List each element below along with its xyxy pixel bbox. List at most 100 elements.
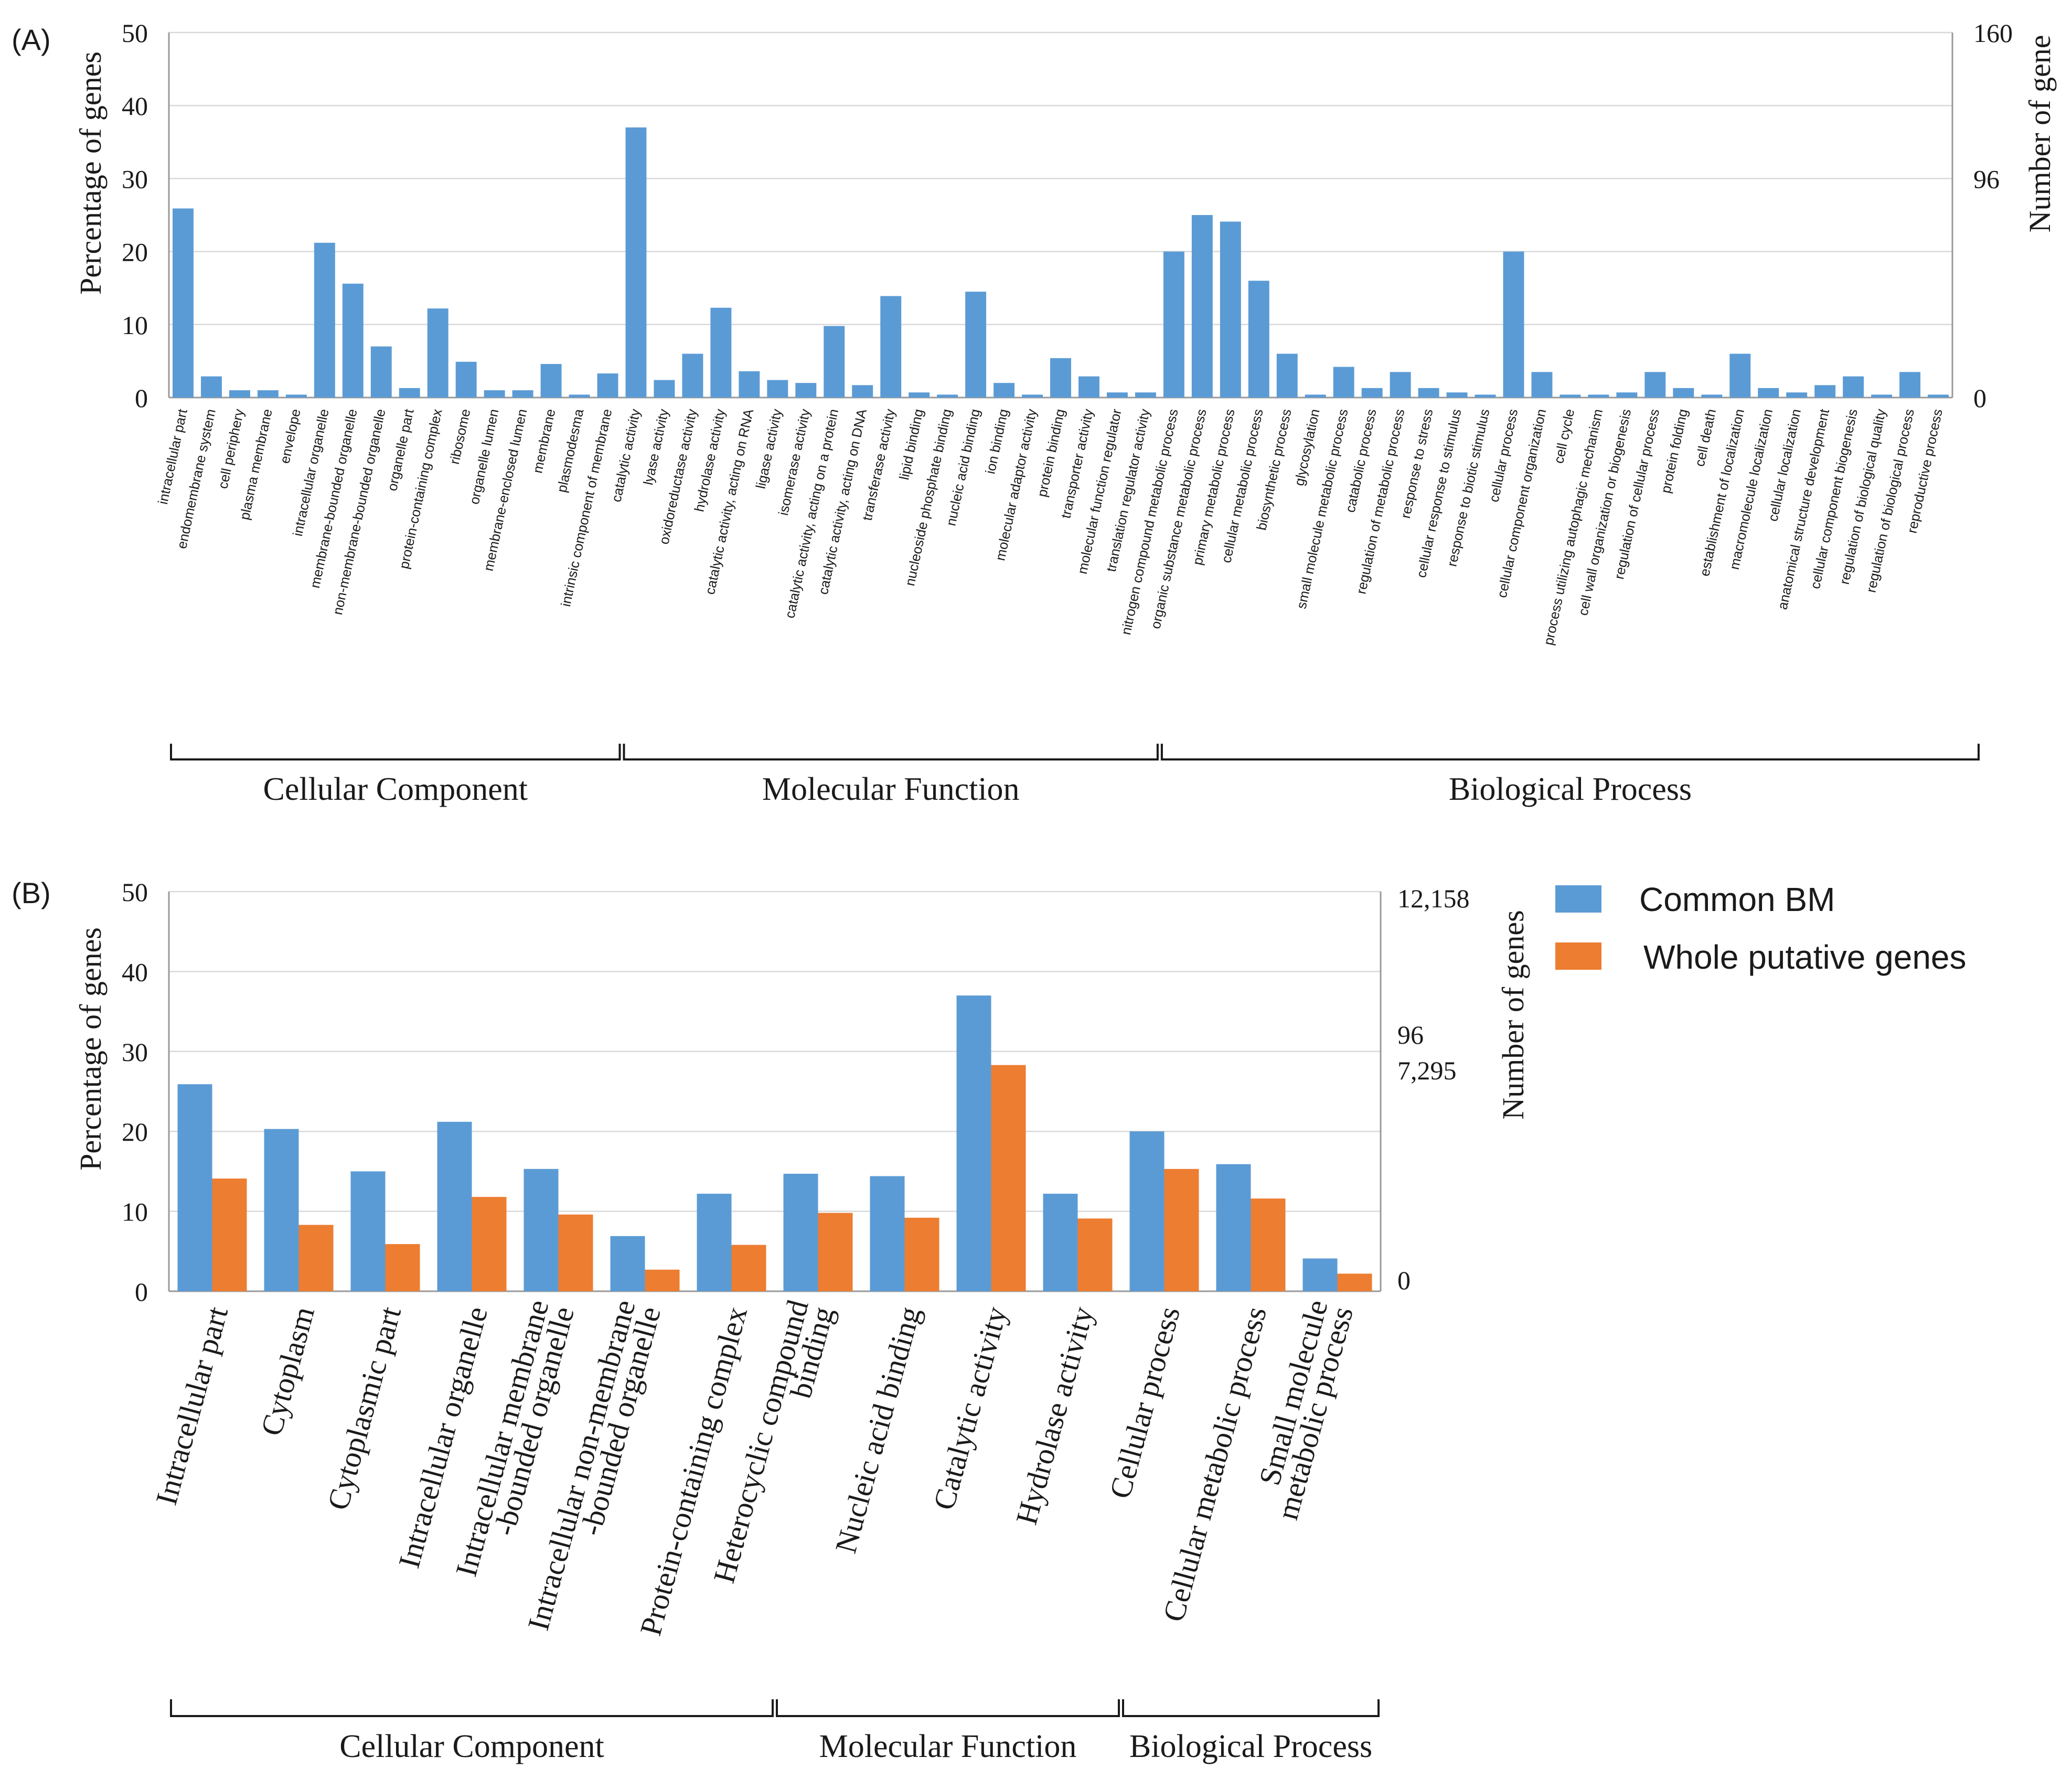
right-tick-label: 0 [1397, 1266, 1411, 1295]
bar [1333, 367, 1354, 398]
category-label-text: Catalytic activity [926, 1303, 1013, 1514]
legend-swatch-common-bm [1555, 885, 1601, 913]
bar-common-bm [524, 1169, 559, 1291]
bar [654, 380, 675, 398]
category-label: glycosylation [1291, 408, 1322, 487]
panel-a-right-tick-labels: 160 96 0 [1973, 18, 2013, 413]
bar [710, 307, 732, 398]
legend-swatch-whole-putative-genes [1555, 942, 1601, 970]
bar [370, 346, 392, 398]
category-label-text: Cellular process [1103, 1303, 1187, 1502]
panel-a: (A) 50 40 30 20 10 0 160 96 0 intracellular par… [12, 18, 2057, 807]
bar-whole-putative-genes [645, 1269, 680, 1291]
panel-a-left-axis-title: Percentage of genes [73, 51, 108, 295]
bar [1446, 392, 1468, 398]
right-tick-label: 160 [1973, 18, 2013, 48]
category-label-text: Cytoplasmic part [321, 1303, 408, 1514]
bar-common-bm [1216, 1164, 1251, 1291]
panel-a-gridlines [169, 31, 1952, 326]
bar [1361, 388, 1383, 398]
bar-whole-putative-genes [904, 1217, 939, 1291]
bar [540, 363, 562, 398]
panel-b-legend: Common BM Whole putative genes [1555, 881, 1967, 976]
bar [795, 383, 817, 398]
bar [1588, 394, 1609, 398]
bar-common-bm [264, 1129, 299, 1291]
panel-b-bars [177, 995, 1372, 1291]
bar [1418, 388, 1439, 398]
bar [682, 353, 703, 398]
left-tick-label: 40 [122, 957, 148, 987]
panel-a-group-brackets: Cellular Component Molecular Function Biol… [170, 744, 1980, 807]
bar [484, 390, 505, 398]
bar [1560, 394, 1581, 398]
group-label: Molecular Function [819, 1729, 1077, 1764]
panel-b-left-axis-title: Percentage of genes [73, 927, 108, 1171]
bar [824, 326, 845, 398]
group-bracket [1122, 1699, 1380, 1717]
panel-b-right-tick-labels: 12,158 96 7,295 0 [1397, 884, 1470, 1295]
bar [1163, 251, 1184, 398]
bar-common-bm [783, 1173, 818, 1291]
bar [399, 388, 420, 398]
right-tick-label: 96 [1973, 164, 2000, 194]
bar [1220, 221, 1241, 398]
bar [1701, 394, 1723, 398]
category-label: cell cycle [1551, 408, 1577, 465]
bar-whole-putative-genes [1251, 1198, 1286, 1291]
legend-label-whole-putative-genes: Whole putative genes [1643, 938, 1967, 976]
category-label: Catalytic activity [926, 1303, 1013, 1514]
category-label: Cytoplasmic part [321, 1303, 408, 1514]
left-tick-label: 50 [122, 877, 148, 907]
bar [200, 376, 222, 398]
right-tick-label: 0 [1973, 383, 1986, 413]
bar [1758, 388, 1779, 398]
group-bracket [170, 1699, 774, 1717]
bar-whole-putative-genes [1077, 1218, 1113, 1291]
bar [1276, 353, 1298, 398]
bar-whole-putative-genes [1164, 1169, 1199, 1291]
group-label: Molecular Function [762, 771, 1020, 807]
bar [739, 371, 760, 398]
bar [1305, 394, 1326, 398]
category-label-text: Intracellular part [149, 1303, 234, 1509]
category-label-text: Nucleic acid binding [828, 1303, 927, 1557]
category-label: catalytic activity [608, 408, 643, 503]
bar-common-bm [870, 1176, 905, 1291]
category-label: Intracellular part [149, 1303, 234, 1509]
bar [625, 127, 647, 398]
group-label: Biological Process [1449, 771, 1692, 807]
bar [257, 390, 279, 398]
category-label: protein binding [1034, 408, 1068, 498]
bar [597, 373, 618, 398]
category-label: organelle part [384, 407, 417, 492]
group-label: Cellular Component [263, 771, 528, 807]
bar [767, 380, 788, 398]
category-label: Hydrolase activity [1009, 1303, 1100, 1528]
bar [173, 208, 194, 398]
left-tick-label: 20 [122, 238, 148, 267]
group-label: Cellular Component [339, 1729, 604, 1764]
bar-common-bm [610, 1236, 645, 1291]
panel-b-right-axis-title: Number of genes [1496, 910, 1530, 1119]
bar-whole-putative-genes [731, 1245, 766, 1291]
bar-whole-putative-genes [991, 1065, 1026, 1291]
bar-common-bm [697, 1194, 732, 1291]
bar [512, 390, 533, 398]
bar [427, 308, 448, 398]
bar [1503, 251, 1524, 398]
right-tick-label: 12,158 [1397, 884, 1470, 913]
bar-common-bm [1302, 1258, 1338, 1291]
category-label-text: Hydrolase activity [1009, 1303, 1100, 1528]
panel-b-group-brackets: Cellular Component Molecular Function Biol… [170, 1699, 1380, 1764]
bar-whole-putative-genes [558, 1214, 593, 1291]
group-bracket [776, 1699, 1120, 1717]
bar-common-bm [956, 995, 991, 1291]
category-label: membrane [529, 408, 558, 475]
bar [909, 392, 930, 398]
bar-whole-putative-genes [385, 1244, 420, 1291]
bar [994, 383, 1015, 398]
left-tick-label: 10 [122, 310, 148, 340]
bar [285, 394, 307, 398]
